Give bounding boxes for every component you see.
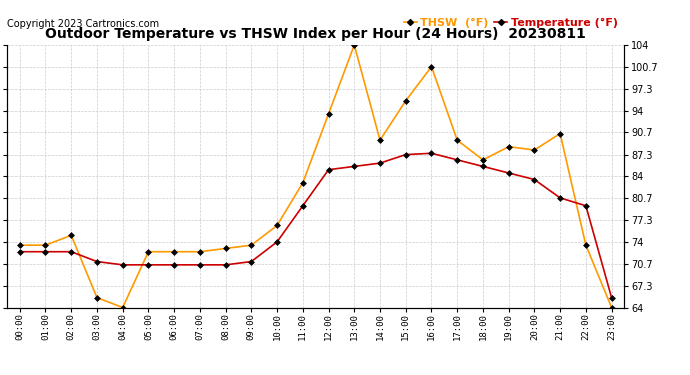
Temperature (°F) [41, 249, 50, 254]
THSW  (°F) [427, 64, 435, 69]
Temperature (°F) [324, 168, 333, 172]
THSW  (°F) [453, 138, 462, 142]
THSW  (°F) [16, 243, 24, 248]
Temperature (°F) [530, 177, 538, 182]
Temperature (°F) [67, 249, 75, 254]
Line: Temperature (°F): Temperature (°F) [18, 151, 613, 300]
Temperature (°F) [299, 204, 307, 208]
THSW  (°F) [402, 99, 410, 103]
THSW  (°F) [376, 138, 384, 142]
THSW  (°F) [119, 305, 127, 310]
Text: Copyright 2023 Cartronics.com: Copyright 2023 Cartronics.com [7, 19, 159, 29]
Temperature (°F) [582, 204, 590, 208]
Temperature (°F) [607, 296, 615, 300]
THSW  (°F) [170, 249, 178, 254]
Temperature (°F) [479, 164, 487, 169]
Temperature (°F) [196, 262, 204, 267]
THSW  (°F) [479, 158, 487, 162]
Temperature (°F) [247, 260, 255, 264]
Temperature (°F) [556, 196, 564, 200]
THSW  (°F) [582, 243, 590, 248]
THSW  (°F) [196, 249, 204, 254]
THSW  (°F) [41, 243, 50, 248]
Temperature (°F) [221, 262, 230, 267]
Legend: THSW  (°F), Temperature (°F): THSW (°F), Temperature (°F) [402, 16, 619, 29]
Title: Outdoor Temperature vs THSW Index per Hour (24 Hours)  20230811: Outdoor Temperature vs THSW Index per Ho… [46, 27, 586, 41]
THSW  (°F) [350, 43, 358, 47]
Temperature (°F) [170, 262, 178, 267]
THSW  (°F) [530, 148, 538, 152]
THSW  (°F) [324, 112, 333, 116]
Temperature (°F) [453, 158, 462, 162]
THSW  (°F) [504, 144, 513, 149]
Temperature (°F) [16, 249, 24, 254]
THSW  (°F) [556, 131, 564, 136]
Temperature (°F) [93, 260, 101, 264]
Temperature (°F) [376, 161, 384, 165]
Temperature (°F) [119, 262, 127, 267]
THSW  (°F) [607, 305, 615, 310]
Temperature (°F) [144, 262, 152, 267]
Temperature (°F) [273, 240, 282, 244]
Temperature (°F) [504, 171, 513, 175]
THSW  (°F) [221, 246, 230, 251]
Temperature (°F) [402, 152, 410, 157]
Temperature (°F) [427, 151, 435, 156]
THSW  (°F) [299, 181, 307, 185]
THSW  (°F) [67, 233, 75, 238]
THSW  (°F) [144, 249, 152, 254]
Line: THSW  (°F): THSW (°F) [18, 43, 613, 310]
THSW  (°F) [273, 223, 282, 228]
Temperature (°F) [350, 164, 358, 169]
THSW  (°F) [93, 296, 101, 300]
THSW  (°F) [247, 243, 255, 248]
